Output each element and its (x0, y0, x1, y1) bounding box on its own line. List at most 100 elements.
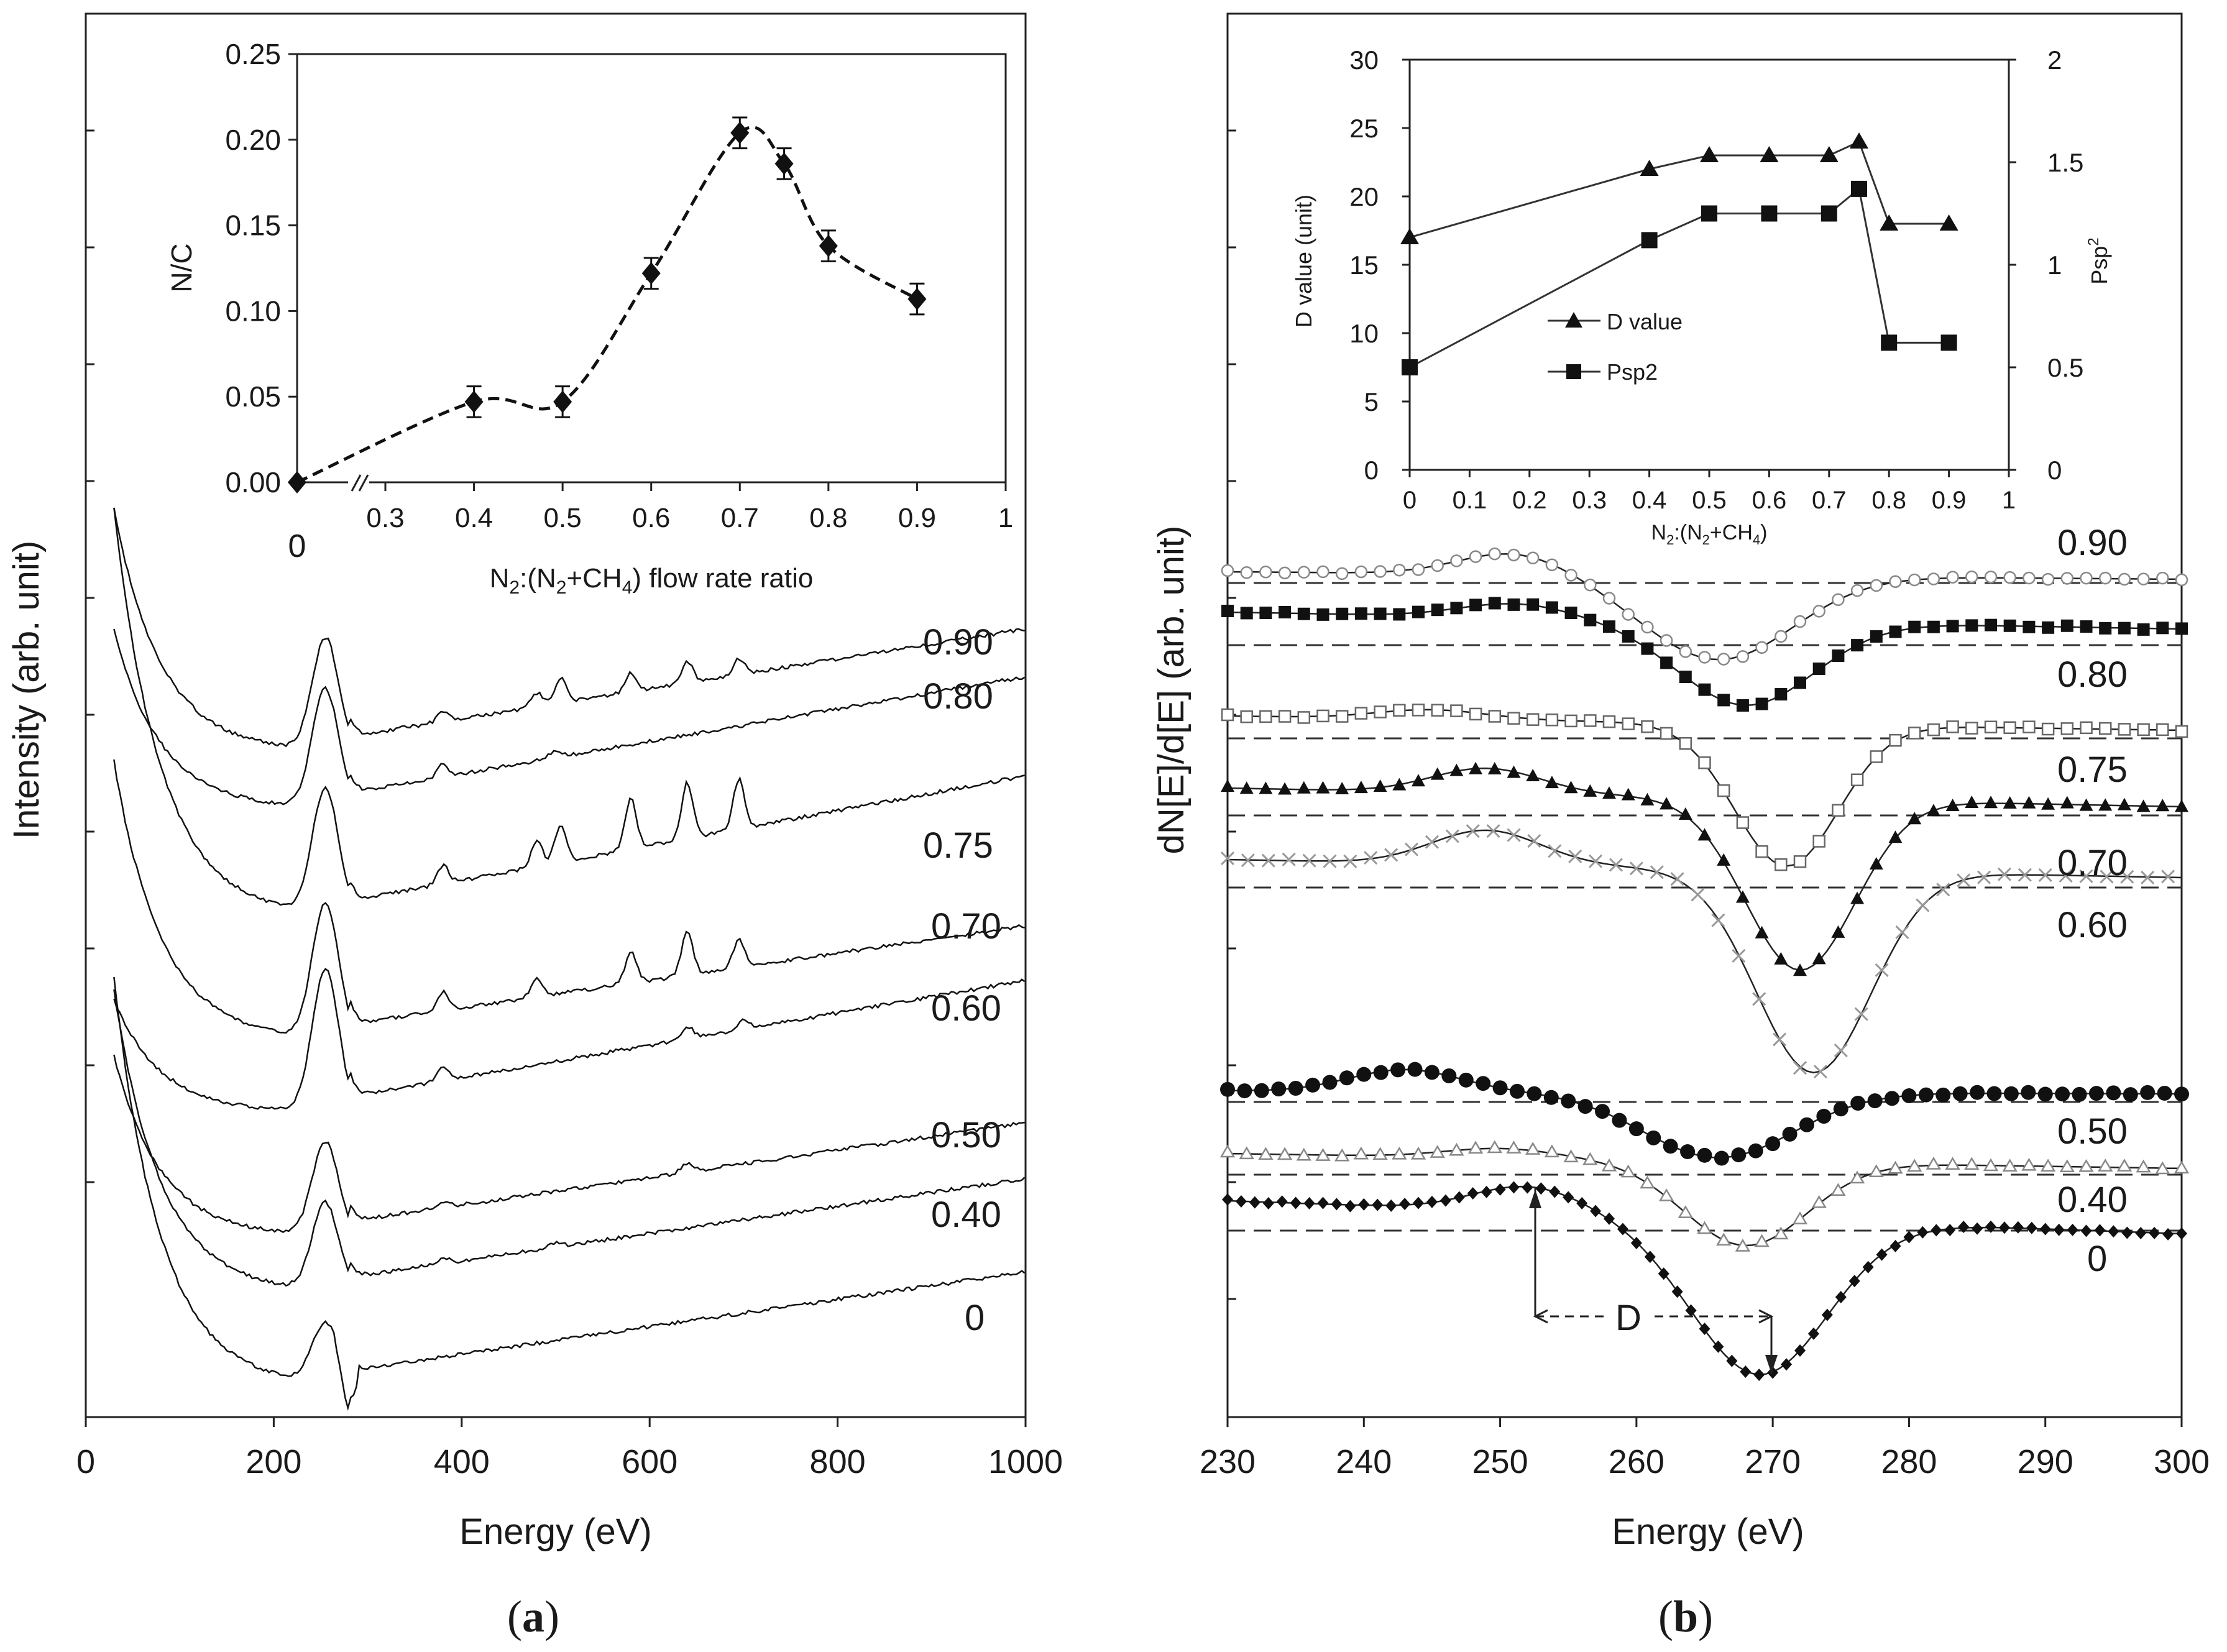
filled-circle-marker (1918, 1087, 1934, 1103)
open-triangle-marker (1544, 1144, 1560, 1158)
cross-marker (1977, 870, 1991, 884)
panel-b-inset-d-point-0.9 (1939, 214, 1958, 231)
open-circle-marker (1259, 565, 1272, 579)
filled-square-marker (1469, 599, 1482, 612)
cross-marker (1241, 853, 1255, 868)
panel-a-y-axis-label: Intensity (arb. unit) (6, 541, 47, 839)
filled-circle-marker (2021, 1085, 2036, 1100)
filled-circle-marker (1697, 1147, 1712, 1163)
cross-marker (1875, 963, 1889, 978)
filled-triangle-marker (1850, 891, 1865, 904)
open-square-marker (1698, 756, 1711, 769)
filled-circle-marker (2055, 1086, 2070, 1102)
open-circle-marker (1641, 620, 1654, 634)
filled-square-marker (1736, 699, 1749, 712)
filled-square-marker (2118, 622, 2131, 635)
panel-b-baselines (1228, 582, 2182, 1232)
filled-triangle-marker (1449, 763, 1464, 776)
open-square-marker (1240, 710, 1253, 723)
cross-marker (1323, 854, 1337, 868)
panel-b-x-axis-label: Energy (eV) (1612, 1512, 1804, 1552)
filled-diamond-marker (1549, 1185, 1561, 1198)
filled-triangle-marker (1545, 776, 1559, 789)
cross-marker (1793, 1061, 1807, 1075)
filled-square-marker (1316, 608, 1329, 621)
panel-a-inset-point-0.75 (774, 152, 794, 175)
panel-a-label-0: 0 (965, 1298, 985, 1338)
panel-a-label-0.75: 0.75 (923, 825, 993, 866)
open-circle-marker (1335, 567, 1349, 580)
filled-diamond-marker (1917, 1226, 1929, 1239)
filled-circle-marker (1458, 1072, 1474, 1088)
filled-square-marker (1545, 601, 1558, 614)
filled-diamond-marker (2012, 1221, 2024, 1234)
filled-circle-marker (1492, 1080, 1508, 1096)
open-triangle-marker (1754, 1234, 1770, 1247)
filled-square-marker (2156, 622, 2169, 635)
filled-circle-marker (2088, 1086, 2104, 1101)
open-triangle-marker (1830, 1183, 1846, 1196)
filled-circle-marker (1867, 1093, 1883, 1109)
open-square-marker (1775, 858, 1788, 871)
panel-b-label-0.90: 0.90 (2057, 523, 2128, 563)
filled-square-marker (1527, 598, 1540, 611)
filled-diamond-marker (1862, 1260, 1874, 1273)
filled-diamond-marker (1726, 1354, 1738, 1367)
filled-triangle-marker (2117, 797, 2131, 810)
filled-square-marker (1374, 607, 1387, 620)
panel-b-inset-d-point-0.6 (1760, 146, 1779, 162)
filled-circle-marker (1731, 1147, 1747, 1163)
open-triangle-marker (1658, 1188, 1674, 1201)
panel-b-inset-y-right-label-0.5: 0.5 (2047, 353, 2083, 382)
panel-b-inset-x-label-0.2: 0.2 (1512, 487, 1547, 514)
filled-triangle-marker (1354, 781, 1368, 794)
open-triangle-marker (1239, 1146, 1254, 1160)
open-square-marker (1431, 704, 1444, 717)
cross-marker (1445, 829, 1459, 843)
filled-circle-marker (1288, 1081, 1303, 1096)
cross-marker (2059, 868, 2073, 883)
filled-square-marker (1755, 697, 1768, 710)
panel-a-spectrum-0.60 (113, 968, 1026, 1110)
open-square-marker (1679, 737, 1692, 750)
filled-diamond-marker (1426, 1195, 1438, 1208)
filled-diamond-marker (1876, 1248, 1888, 1261)
filled-circle-marker (1680, 1144, 1696, 1160)
open-circle-marker (2023, 571, 2036, 585)
panel-a-inset-y-tick-label-0.15: 0.15 (225, 209, 281, 242)
open-square-marker (1641, 720, 1654, 733)
filled-diamond-marker (1944, 1224, 1956, 1237)
filled-diamond-marker (2149, 1226, 2160, 1239)
open-square-marker (1984, 720, 1998, 733)
filled-triangle-marker (1259, 781, 1273, 794)
filled-diamond-marker (1494, 1183, 1506, 1196)
filled-diamond-marker (1235, 1195, 1247, 1208)
filled-triangle-marker (1278, 782, 1292, 795)
cross-marker (1589, 854, 1603, 868)
open-triangle-marker (1449, 1142, 1464, 1156)
filled-square-marker (2003, 619, 2016, 632)
open-square-marker (1526, 713, 1540, 726)
cross-marker (1834, 1044, 1848, 1058)
filled-square-marker (1889, 625, 1902, 638)
cross-marker (1957, 873, 1971, 888)
panel-b-inset-x-label-1: 1 (2002, 487, 2016, 514)
cross-marker (2038, 868, 2052, 883)
filled-circle-marker (1543, 1090, 1559, 1105)
open-circle-marker (1832, 593, 1845, 606)
square-marker-icon (1566, 364, 1581, 379)
panel-b: 230 240 250 260 270 280 290 300 Energy (eV) dN[… (1151, 12, 2210, 1641)
open-circle-marker (1850, 584, 1864, 597)
open-triangle-marker (1372, 1147, 1388, 1160)
filled-square-marker (1927, 620, 1940, 633)
open-square-marker (1259, 710, 1272, 723)
filled-diamond-marker (1807, 1327, 1819, 1340)
filled-circle-marker (1271, 1081, 1287, 1097)
panel-b-inset-x-label-0.1: 0.1 (1453, 487, 1487, 514)
filled-diamond-marker (1604, 1212, 1615, 1225)
filled-square-marker (1412, 605, 1425, 618)
panel-b-inset-y-left-label-20: 20 (1349, 182, 1379, 211)
cross-marker (1629, 861, 1643, 876)
open-triangle-marker (1888, 1160, 1903, 1174)
panel-b-x-tick-label-280: 280 (1881, 1443, 1937, 1480)
